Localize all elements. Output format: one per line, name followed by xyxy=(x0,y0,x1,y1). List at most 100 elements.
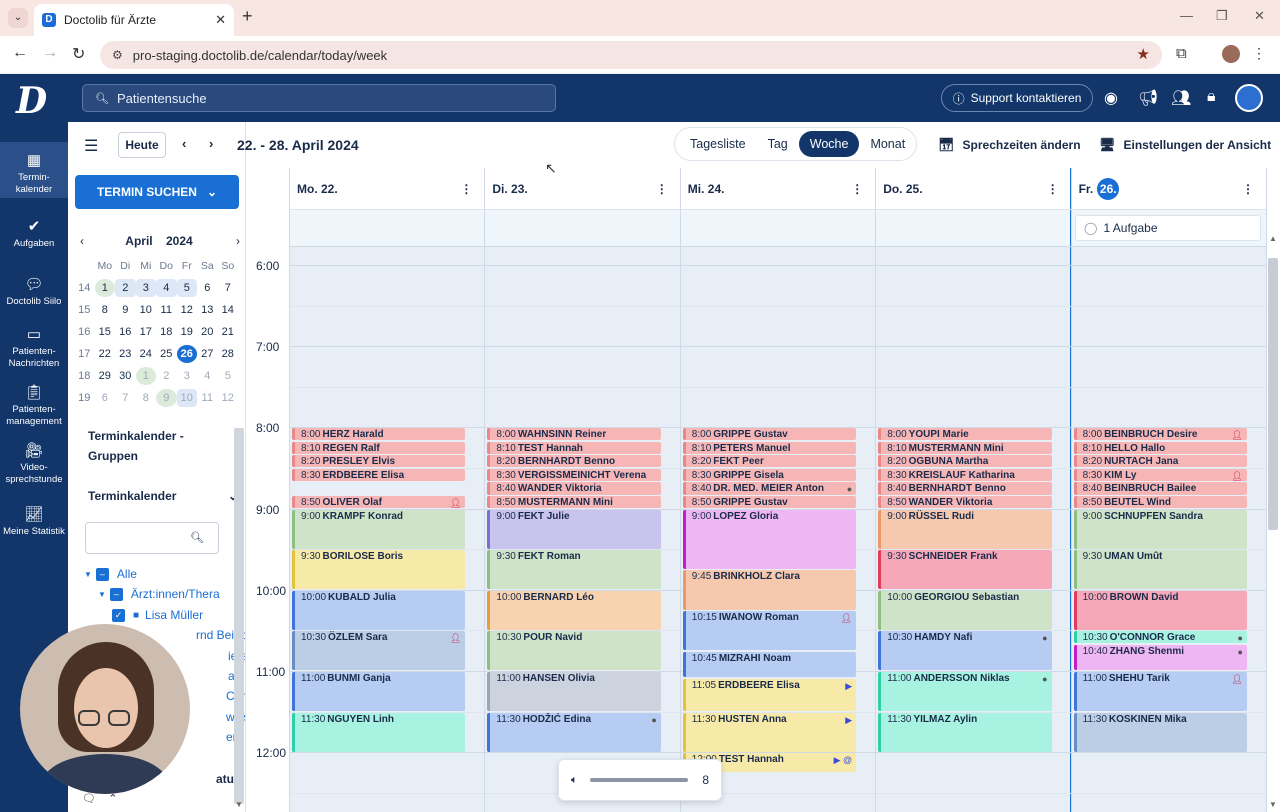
address-bar[interactable]: ⚙ pro-staging.doctolib.de/calendar/today… xyxy=(100,41,1162,69)
mini-cal-day[interactable]: 19 xyxy=(180,326,193,338)
scroll-up-icon[interactable]: ▲ xyxy=(1269,234,1277,243)
sidebar-item-video[interactable]: 🎥︎ Video-sprechstunde xyxy=(0,442,68,486)
new-tab-icon[interactable]: + xyxy=(242,6,253,26)
volume-slider[interactable] xyxy=(589,778,689,782)
appointment[interactable]: 8:10 TEST Hannah xyxy=(487,441,661,454)
close-tab-icon[interactable]: ✕ xyxy=(215,12,226,27)
mini-cal-day[interactable]: 20 xyxy=(201,326,214,338)
day-header[interactable]: Fr. 26. ⋮ xyxy=(1070,168,1266,210)
appointment[interactable]: 8:10 HELLO Hallo xyxy=(1073,441,1247,454)
mini-cal-day[interactable]: 7 xyxy=(224,282,231,294)
appointment[interactable]: 10:30 HAMDY Nafi ● xyxy=(878,631,1052,671)
day-menu-icon[interactable]: ⋮ xyxy=(1046,182,1059,196)
tree-person[interactable]: a xyxy=(228,669,235,683)
tab-month[interactable]: Monat xyxy=(870,137,906,151)
appointment[interactable]: 8:50 BEUTEL Wind xyxy=(1073,496,1247,509)
mini-cal-day[interactable]: 18 xyxy=(160,326,173,338)
appointment[interactable]: 10:00 GEORGIOU Sebastian xyxy=(878,590,1052,630)
appointment[interactable]: 8:10 PETERS Manuel xyxy=(682,441,857,454)
tree-all[interactable]: ▼ – Alle xyxy=(84,567,137,581)
scroll-down-icon[interactable]: ▼ xyxy=(235,800,243,809)
appointment[interactable]: 9:00 FEKT Julie xyxy=(487,509,661,549)
appointment[interactable]: 8:00 GRIPPE Gustav xyxy=(682,428,857,441)
appointment[interactable]: 8:10 MUSTERMANN Mini xyxy=(878,441,1052,454)
mini-cal-day[interactable]: 17 xyxy=(139,326,152,338)
sidebar-item-messages[interactable]: ▭ Patienten-Nachrichten xyxy=(0,326,68,370)
eye-icon[interactable]: ◉ xyxy=(1104,90,1118,107)
appointment[interactable]: 10:00 BERNARD Léo xyxy=(487,590,661,630)
appointment[interactable]: 11:00 ANDERSSON Niklas ● xyxy=(878,671,1052,712)
appointment[interactable]: 9:30 UMAN Umût xyxy=(1073,550,1247,590)
appointment[interactable]: 11:30 HUSTEN Anna ▶ xyxy=(682,712,857,752)
mini-cal-day[interactable]: 12 xyxy=(221,392,234,404)
reload-icon[interactable]: ↻ xyxy=(72,46,86,63)
mini-cal-day[interactable]: 6 xyxy=(101,392,108,404)
appointment[interactable]: 8:40 WANDER Viktoria xyxy=(487,482,661,495)
prev-month-icon[interactable]: ‹ xyxy=(80,234,84,248)
appointment[interactable]: 10:30 POUR Navid xyxy=(487,631,661,671)
mini-cal-day[interactable]: 25 xyxy=(160,348,173,360)
mini-cal-day[interactable]: 22 xyxy=(98,348,111,360)
appointment[interactable]: 8:20 FEKT Peer xyxy=(682,455,857,468)
mini-cal-day[interactable]: 11 xyxy=(160,304,172,316)
appointment[interactable]: 11:00 SHEHU Tarik 👤︎ xyxy=(1073,671,1247,712)
appointment[interactable]: 8:30 KREISLAUF Katharina xyxy=(878,468,1052,481)
mini-cal-day[interactable]: 16 xyxy=(119,326,132,338)
doctolib-logo[interactable]: D xyxy=(16,80,48,122)
appointment[interactable]: 8:30 GRIPPE Gisela xyxy=(682,468,857,481)
checkbox-partial[interactable]: – xyxy=(109,587,123,601)
appointment[interactable]: 8:20 PRESLEY Elvis xyxy=(292,455,466,468)
mini-cal-day[interactable]: 27 xyxy=(201,348,214,360)
restore-icon[interactable]: ❐ xyxy=(1216,8,1228,23)
left-panel-scrollbar[interactable] xyxy=(234,428,244,804)
mini-cal-day[interactable]: 6 xyxy=(204,282,211,294)
day-menu-icon[interactable]: ⋮ xyxy=(851,182,864,196)
appointment[interactable]: 10:30 O'CONNOR Grace ● xyxy=(1073,631,1247,644)
mini-cal-day[interactable]: 5 xyxy=(224,370,231,382)
appointment[interactable]: 9:00 SCHNUPFEN Sandra xyxy=(1073,509,1247,549)
mini-cal-day[interactable]: 26 xyxy=(176,345,197,363)
appointment[interactable]: 8:40 DR. MED. MEIER Anton ● xyxy=(682,482,857,495)
appointment[interactable]: 9:00 LOPEZ Gloria xyxy=(682,509,857,569)
mini-cal-day[interactable]: 9 xyxy=(156,389,177,407)
mini-cal-day[interactable]: 1 xyxy=(135,367,156,385)
extensions-icon[interactable]: ⧉ xyxy=(1176,45,1187,62)
mini-cal-day[interactable]: 10 xyxy=(176,389,197,407)
mini-cal-day[interactable]: 4 xyxy=(204,370,211,382)
calendar-scrollbar[interactable] xyxy=(1268,258,1278,530)
appointment[interactable]: 8:30 VERGISSMEINICHT Verena xyxy=(487,468,661,481)
appointment[interactable]: 9:30 SCHNEIDER Frank xyxy=(878,550,1052,590)
today-button[interactable]: Heute xyxy=(118,132,166,158)
mini-cal-day[interactable]: 28 xyxy=(221,348,234,360)
mini-cal-day[interactable]: 30 xyxy=(119,370,132,382)
appointment[interactable]: 11:00 HANSEN Olivia xyxy=(487,671,661,712)
megaphone-icon[interactable]: 📢︎ xyxy=(1138,90,1159,107)
tree-group[interactable]: ▼ – Ärzt:innen/Thera xyxy=(98,587,220,601)
tab-day[interactable]: Tag xyxy=(767,137,788,151)
mini-cal-day[interactable]: 8 xyxy=(101,304,108,316)
menu-icon[interactable]: ☰ xyxy=(84,138,99,155)
appointment[interactable]: 8:10 REGEN Ralf xyxy=(292,441,466,454)
mini-cal-day[interactable]: 5 xyxy=(176,279,197,297)
mini-cal-day[interactable]: 15 xyxy=(98,326,111,338)
back-icon[interactable]: ← xyxy=(12,44,28,61)
appointment[interactable]: 8:40 BERNHARDT Benno xyxy=(878,482,1052,495)
appointment[interactable]: 8:50 MUSTERMANN Mini xyxy=(487,496,661,509)
appointment[interactable]: 8:30 ERDBEERE Elisa xyxy=(292,468,466,481)
day-header[interactable]: Do. 25. ⋮ xyxy=(875,168,1071,210)
appointment[interactable]: 11:30 KOSKINEN Mika xyxy=(1073,712,1247,752)
appointment[interactable]: 8:30 KIM Ly 👤︎ xyxy=(1073,468,1247,481)
calendar-filter-input[interactable]: 🔍︎ xyxy=(85,522,219,554)
profile-avatar[interactable] xyxy=(1222,45,1240,63)
minimize-icon[interactable]: — xyxy=(1180,8,1193,23)
support-button[interactable]: ⓘ Support kontaktieren xyxy=(941,84,1093,112)
sidebar-item-siilo[interactable]: 💬︎ Doctolib Siilo xyxy=(0,276,68,308)
patient-search-input[interactable]: 🔍︎ Patientensuche xyxy=(82,84,556,112)
prev-week-icon[interactable]: ‹ xyxy=(182,136,187,151)
mini-cal-day[interactable]: 11 xyxy=(201,392,213,404)
mini-cal-day[interactable]: 8 xyxy=(142,392,149,404)
appointment[interactable]: 11:30 HODŽIĆ Edina ● xyxy=(487,712,661,752)
appointment[interactable]: 8:00 YOUPI Marie xyxy=(878,428,1052,441)
next-month-icon[interactable]: › xyxy=(236,234,240,248)
view-settings-button[interactable]: 🖥︎ Einstellungen der Ansicht xyxy=(1099,137,1271,153)
